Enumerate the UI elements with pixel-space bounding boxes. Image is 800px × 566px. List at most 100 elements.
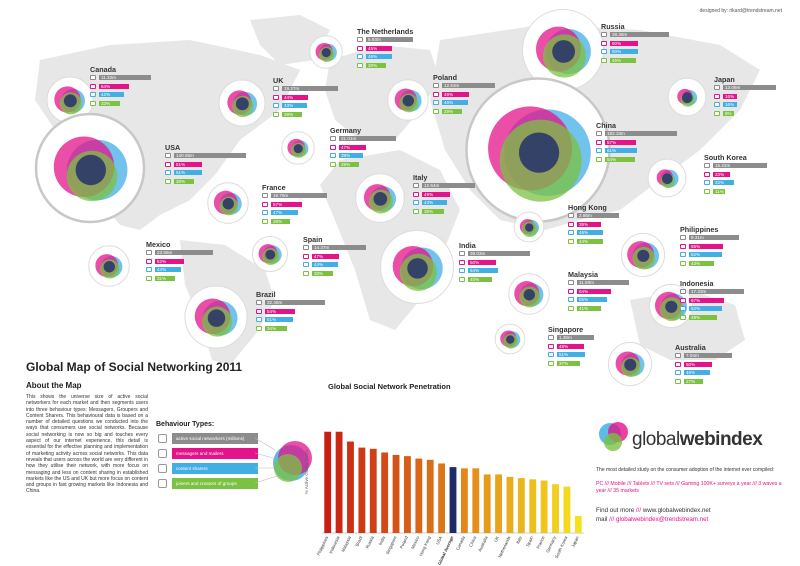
- globe-icon: [413, 183, 419, 188]
- group-icon: [568, 238, 574, 244]
- group-icon: [256, 325, 262, 331]
- metric-row: 46%: [357, 53, 477, 60]
- category-label: India: [378, 535, 387, 546]
- metric-row: 44%: [568, 238, 688, 245]
- designer-credit: designed by: rikard@trendstream.net: [699, 8, 782, 14]
- venn-china: [465, 77, 611, 223]
- venn-france: [207, 182, 249, 224]
- networkers-bar: 15.22m: [713, 163, 768, 168]
- groupers-bar: 40%: [468, 276, 492, 282]
- mail-icon: [568, 221, 574, 227]
- messagers-bar: 49%: [422, 191, 450, 197]
- bar-canada: [460, 468, 468, 533]
- overlap-core: [407, 258, 428, 279]
- mail-icon: [262, 201, 268, 207]
- category-label: Canada: [455, 535, 466, 551]
- category-label: Germany: [545, 535, 557, 554]
- category-label: Malaysia: [340, 535, 352, 553]
- country-name: Indonesia: [680, 279, 714, 288]
- country-panel-poland: Poland 12.53m 48% 46% 29%: [433, 73, 553, 116]
- networkers-bar: 17.33m: [689, 289, 745, 294]
- legend-venn: [255, 437, 312, 484]
- messagers-bar: 50%: [610, 40, 638, 46]
- country-panel-italy: Italy 12.64m 49% 43% 36%: [413, 173, 533, 216]
- country-name: France: [262, 183, 286, 192]
- find-label: Find out more: [596, 507, 635, 514]
- share-icon: [256, 317, 262, 323]
- country-name: Canada: [90, 65, 116, 74]
- bar-india: [381, 452, 389, 533]
- legend-item-sharers: content sharers: [158, 463, 308, 475]
- country-name: Russia: [601, 22, 625, 31]
- country-panel-the-netherlands: The Netherlands 5.93m 45% 46% 30%: [357, 27, 477, 70]
- country-name: Italy: [413, 173, 428, 182]
- group-icon: [413, 208, 419, 214]
- messagers-bar: 64%: [577, 288, 611, 294]
- group-icon: [680, 314, 686, 320]
- bar-global-average: [449, 467, 457, 533]
- country-name: The Netherlands: [357, 27, 414, 36]
- networkers-bar: 140.55m: [174, 153, 246, 158]
- messagers-bar: 48%: [442, 91, 470, 97]
- share-icon: [330, 153, 336, 159]
- networkers-bar: 12.53m: [442, 83, 495, 88]
- mail-icon: [601, 40, 607, 46]
- group-icon: [303, 270, 309, 276]
- networkers-bar: 11.50m: [577, 280, 629, 285]
- metric-row: 64%: [568, 288, 688, 295]
- groupers-bar: 33%: [312, 270, 334, 276]
- overlap-core: [506, 335, 515, 344]
- group-icon: [680, 260, 686, 266]
- website-link[interactable]: www.globalwebindex.net: [642, 507, 711, 514]
- globe-icon: [714, 85, 720, 90]
- country-panel-hong-kong: Hong Kong 2.86m 39% 46% 44%: [568, 203, 688, 246]
- mail-icon: [568, 288, 574, 294]
- venn-japan: [667, 77, 707, 117]
- overlap-core: [525, 223, 534, 232]
- email-link[interactable]: globalwebindex@trendstream.net: [616, 516, 709, 523]
- globe-icon: [568, 280, 574, 285]
- metric-row: 48%: [433, 91, 553, 98]
- category-label: Brazil: [354, 535, 363, 547]
- legend-item-messagers: messagers and mailers: [158, 448, 308, 460]
- messagers-bar: 44%: [282, 94, 308, 100]
- country-name: Mexico: [146, 240, 171, 249]
- mail-icon: [256, 308, 262, 314]
- share-icon: [704, 180, 710, 186]
- sharers-bar: 44%: [312, 262, 338, 268]
- country-panel-singapore: Singapore 1.36m 48% 51% 37%: [548, 325, 668, 368]
- country-panel-brazil: Brazil 32.48m 54% 51% 34%: [256, 290, 376, 333]
- sharers-bar: 46%: [684, 370, 711, 376]
- metric-row: 14.37m: [303, 244, 423, 251]
- globe-icon: [680, 235, 686, 240]
- metric-row: 62%: [680, 251, 800, 258]
- metric-row: 27%: [675, 378, 795, 385]
- sharers-bar: 44%: [155, 267, 181, 273]
- metric-row: 2.86m: [568, 212, 688, 219]
- category-label: Singapore: [385, 535, 398, 555]
- metric-row: 37%: [548, 360, 668, 367]
- venn-australia: [607, 341, 653, 387]
- mail-icon: [704, 171, 710, 177]
- metric-row: 65%: [680, 243, 800, 250]
- country-name: UK: [273, 76, 284, 85]
- venn-singapore: [494, 323, 526, 355]
- metric-row: 21.01m: [330, 135, 450, 142]
- groupers-bar: 11%: [713, 188, 726, 194]
- metric-row: 19.27m: [273, 85, 393, 92]
- sharers-bar: 46%: [577, 230, 604, 236]
- group-icon: [704, 188, 710, 194]
- metric-row: 51%: [165, 169, 285, 176]
- bar-malaysia: [347, 441, 354, 533]
- groupers-bar: 33%: [99, 100, 121, 106]
- groupers-bar: 31%: [155, 275, 176, 281]
- metric-row: 46%: [568, 229, 688, 236]
- globe-icon: [90, 75, 96, 80]
- group-icon: [90, 100, 96, 106]
- venn-brazil: [184, 285, 248, 349]
- metric-row: 29%: [273, 111, 393, 118]
- metric-row: 47%: [303, 253, 423, 260]
- groupers-bar: 8%: [723, 110, 735, 116]
- country-panel-india: India 39.03m 50% 54% 40%: [459, 241, 579, 284]
- networkers-bar: 11.32m: [99, 75, 151, 80]
